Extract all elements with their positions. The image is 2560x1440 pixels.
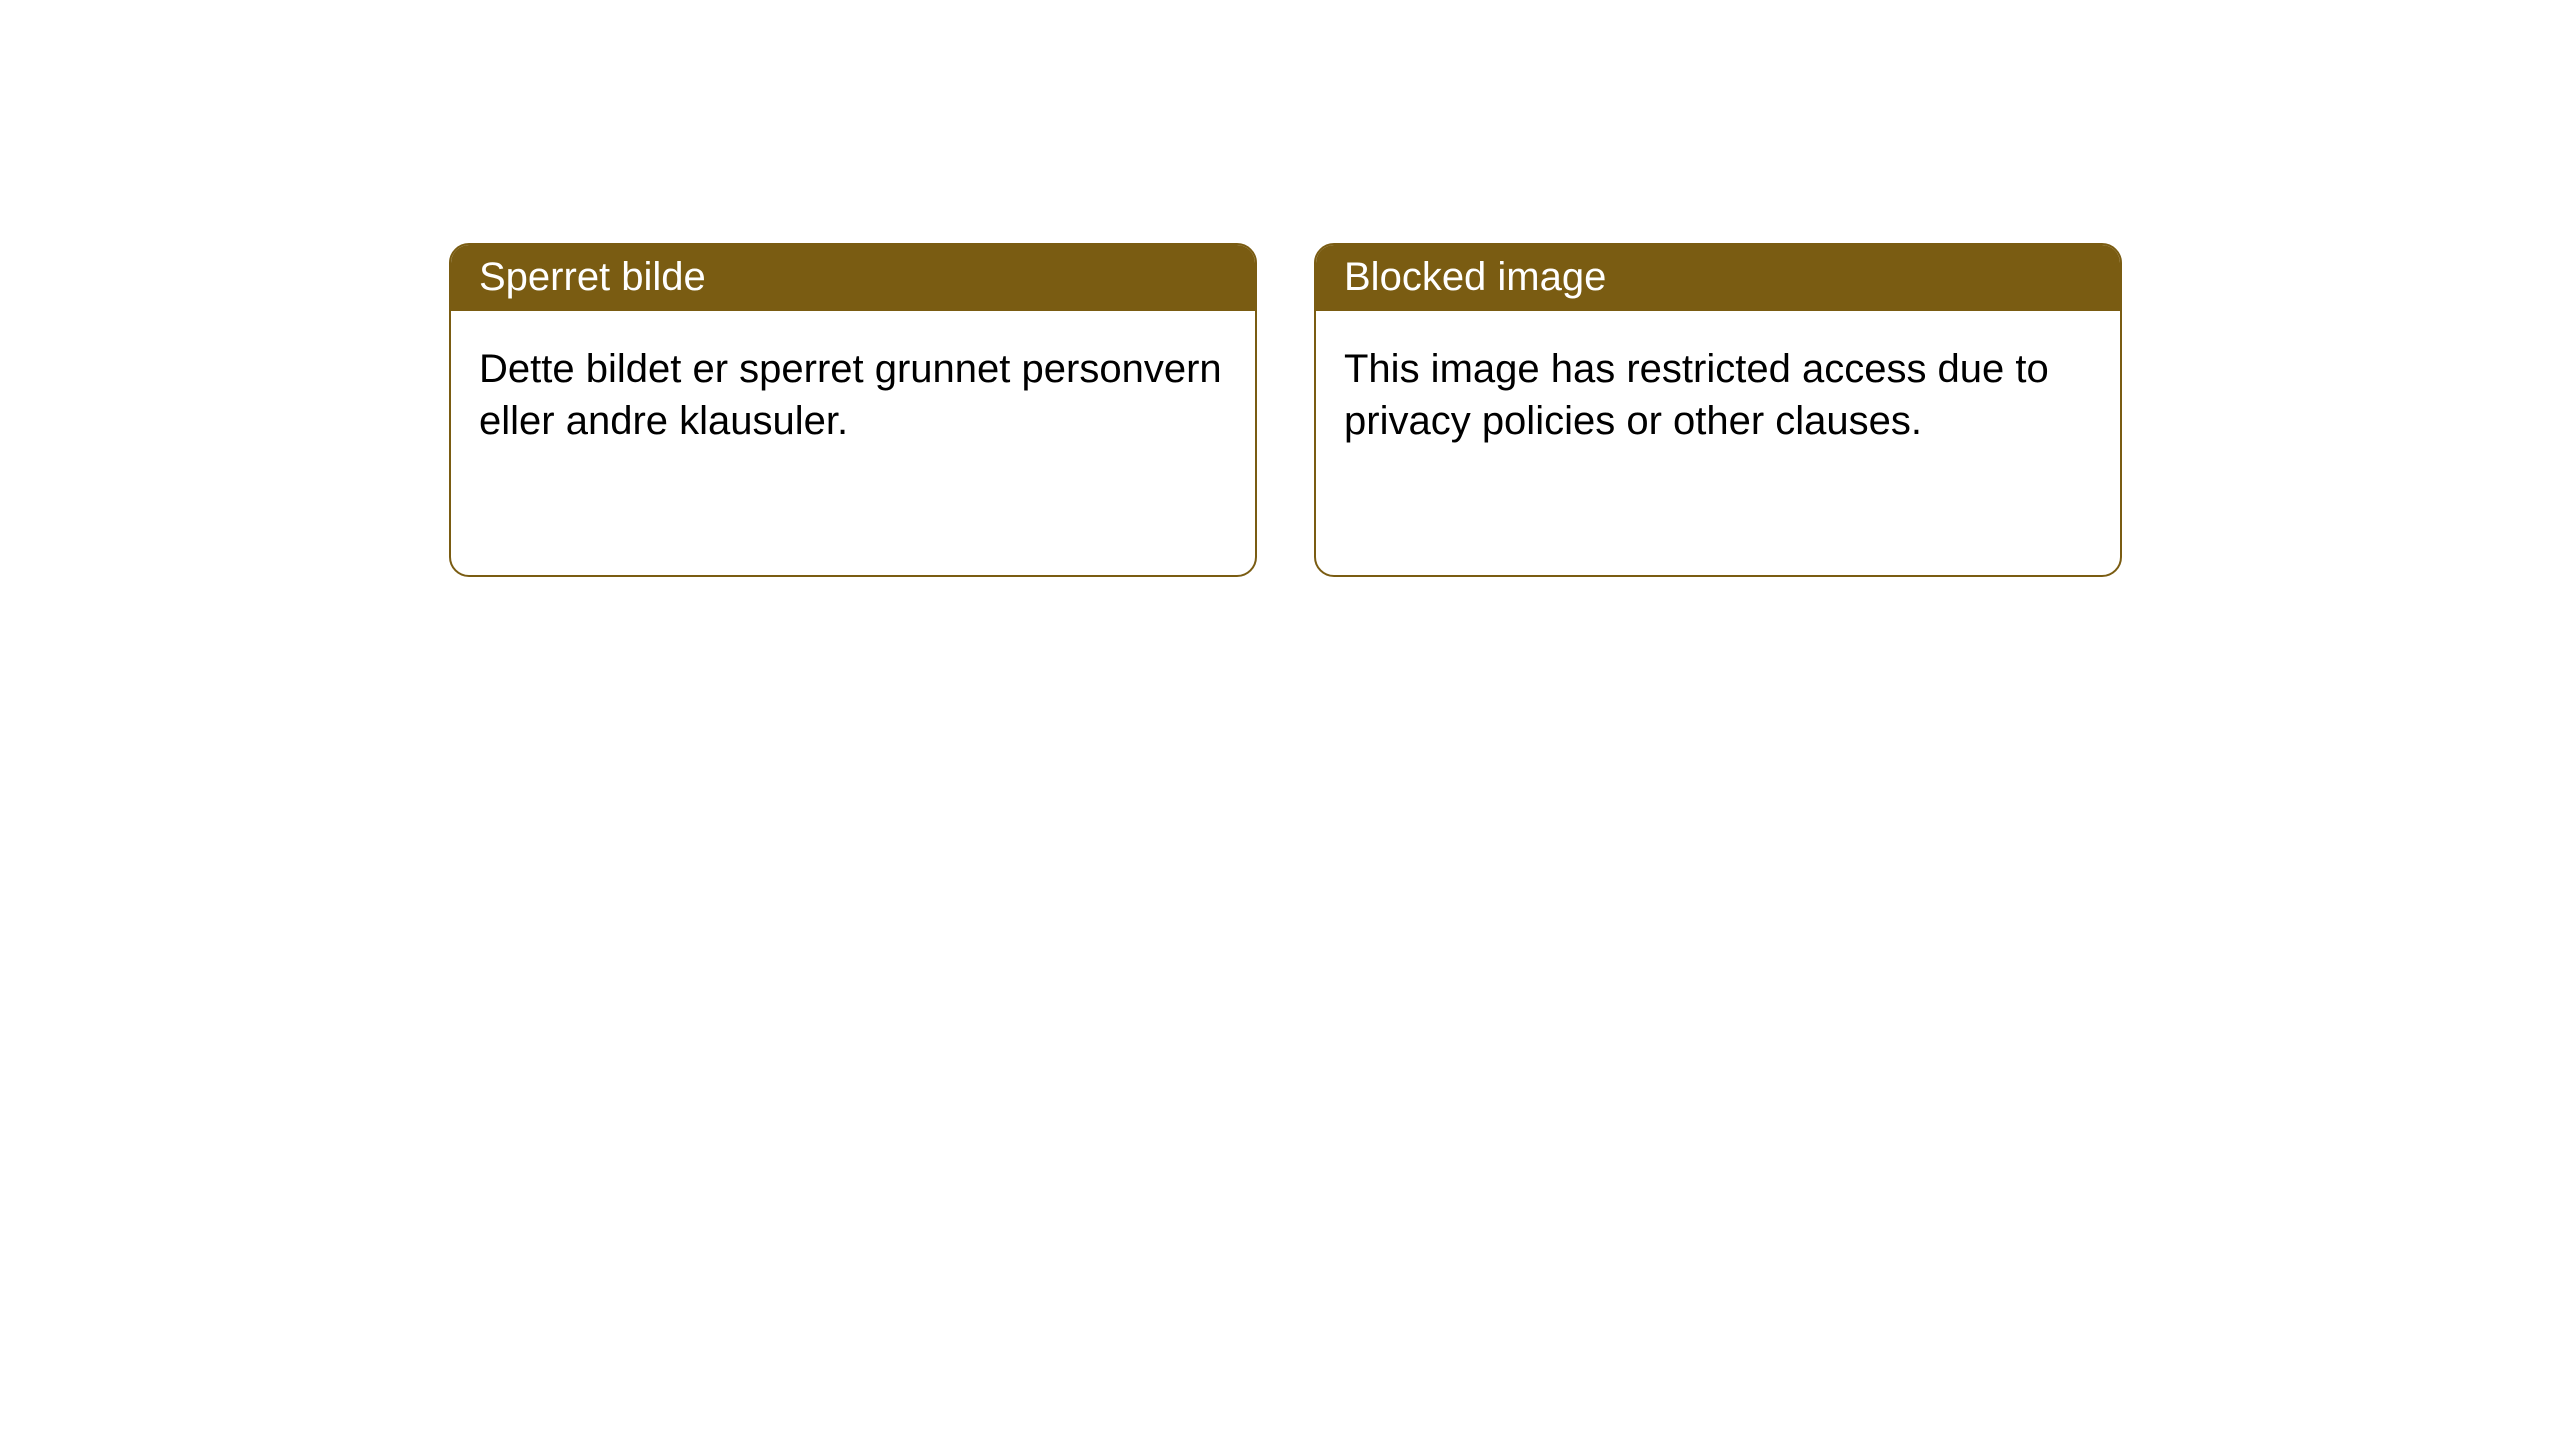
notice-card-english: Blocked image This image has restricted … xyxy=(1314,243,2122,577)
notice-container: Sperret bilde Dette bildet er sperret gr… xyxy=(449,243,2122,577)
notice-title-norwegian: Sperret bilde xyxy=(451,245,1255,311)
notice-body-norwegian: Dette bildet er sperret grunnet personve… xyxy=(451,311,1255,479)
notice-card-norwegian: Sperret bilde Dette bildet er sperret gr… xyxy=(449,243,1257,577)
notice-title-english: Blocked image xyxy=(1316,245,2120,311)
notice-body-english: This image has restricted access due to … xyxy=(1316,311,2120,479)
